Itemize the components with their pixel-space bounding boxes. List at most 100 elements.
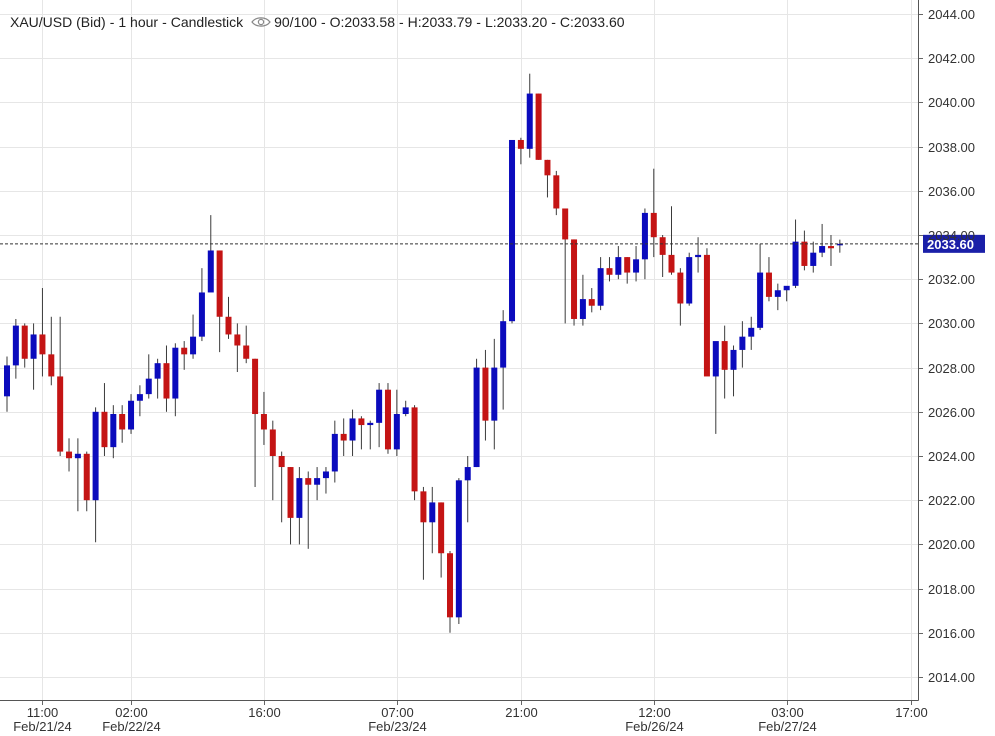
candle-body-down [650, 212, 657, 238]
separator: - [551, 14, 556, 30]
candle [482, 349, 489, 441]
candle-body-down [624, 257, 631, 273]
candle-body-down [260, 414, 267, 430]
y-tick-label: 2036.00 [928, 184, 975, 199]
candle [562, 208, 569, 324]
y-tick-label: 2026.00 [928, 405, 975, 420]
candle [198, 268, 205, 342]
candle [119, 405, 126, 443]
y-tick-label: 2040.00 [928, 95, 975, 110]
candle-body-up [641, 212, 648, 260]
candle [765, 257, 772, 302]
candle-body-down [827, 246, 834, 249]
candle-body-up [748, 327, 755, 337]
candle-body-down [659, 237, 666, 255]
candle [695, 237, 702, 273]
candle [783, 285, 790, 302]
candle [172, 343, 179, 417]
candle-body-up [757, 272, 764, 328]
candle [393, 389, 400, 456]
candle-body-up [12, 325, 19, 366]
candle [730, 345, 737, 397]
separator: - [476, 14, 481, 30]
candle-body-down [278, 456, 285, 468]
candle-body-down [801, 241, 808, 266]
candle [349, 409, 356, 456]
candle-body-up [730, 349, 737, 370]
candle [597, 257, 604, 311]
candle [66, 438, 73, 472]
candle [517, 137, 524, 165]
candle-body-down [606, 268, 613, 275]
candle-body-down [571, 239, 578, 319]
candle [181, 341, 188, 370]
candle-body-up [633, 259, 640, 273]
x-tick-time-label: 07:00 [381, 705, 414, 720]
eye-icon[interactable] [251, 16, 271, 28]
candle [801, 230, 808, 271]
candle-body-down [66, 451, 73, 459]
candle [110, 405, 117, 459]
x-tick-date-label: Feb/26/24 [625, 719, 684, 734]
candle [455, 478, 462, 624]
candle [571, 239, 578, 326]
candle-body-up [464, 467, 471, 481]
candle-body-down [83, 453, 90, 501]
candle-body-up [712, 341, 719, 377]
candle-body-down [384, 389, 391, 450]
candle [491, 338, 498, 450]
candle-body-down [119, 414, 126, 430]
candle-body-down [721, 341, 728, 370]
candle-body-down [411, 407, 418, 492]
candle [145, 354, 152, 399]
candle [101, 383, 108, 456]
candle [757, 243, 764, 331]
candle-body-up [198, 292, 205, 337]
candle-body-up [739, 336, 746, 350]
candle [278, 451, 285, 523]
y-tick-label: 2038.00 [928, 140, 975, 155]
candle [154, 358, 161, 399]
candle-body-down [269, 429, 276, 456]
candle-body-up [783, 285, 790, 291]
candle-body-down [482, 367, 489, 421]
candle-body-up [774, 290, 781, 297]
timeframe-label[interactable]: 1 hour [118, 14, 159, 30]
candle [367, 420, 374, 450]
x-tick-time-label: 17:00 [895, 705, 928, 720]
chart-style-label[interactable]: Candlestick [170, 14, 244, 30]
candle [686, 252, 693, 306]
candle [473, 358, 480, 468]
candle-body-up [190, 336, 197, 355]
candle-body-down [225, 316, 232, 335]
axes: 2044.00 2042.00 2040.00 2038.00 2036.00 2034.… [0, 0, 975, 734]
candle-body-down [438, 502, 445, 554]
candle-body-up [615, 257, 622, 275]
candle [163, 345, 170, 412]
x-tick-date-label: Feb/23/24 [368, 719, 427, 734]
x-tick-date-label: Feb/27/24 [758, 719, 817, 734]
candle [411, 405, 418, 501]
candle [464, 456, 471, 523]
candle [128, 394, 135, 434]
chart-header: XAU/USD (Bid) - 1 hour - Candlestick 90/… [10, 14, 625, 30]
x-tick-time-label: 03:00 [771, 705, 804, 720]
candle [624, 257, 631, 284]
y-tick-label: 2024.00 [928, 449, 975, 464]
candle [83, 451, 90, 512]
candle [4, 356, 10, 412]
candle-body-up [792, 241, 799, 286]
candle [376, 383, 383, 448]
candle [136, 385, 143, 417]
candle [509, 139, 516, 324]
candle [384, 383, 391, 454]
candle [322, 467, 329, 494]
x-tick-time-label: 02:00 [115, 705, 148, 720]
candle-body-up [500, 321, 507, 368]
candle-body-down [588, 299, 595, 306]
high-value: H:2033.79 [407, 14, 473, 30]
candle [190, 314, 197, 359]
candle [260, 391, 267, 445]
